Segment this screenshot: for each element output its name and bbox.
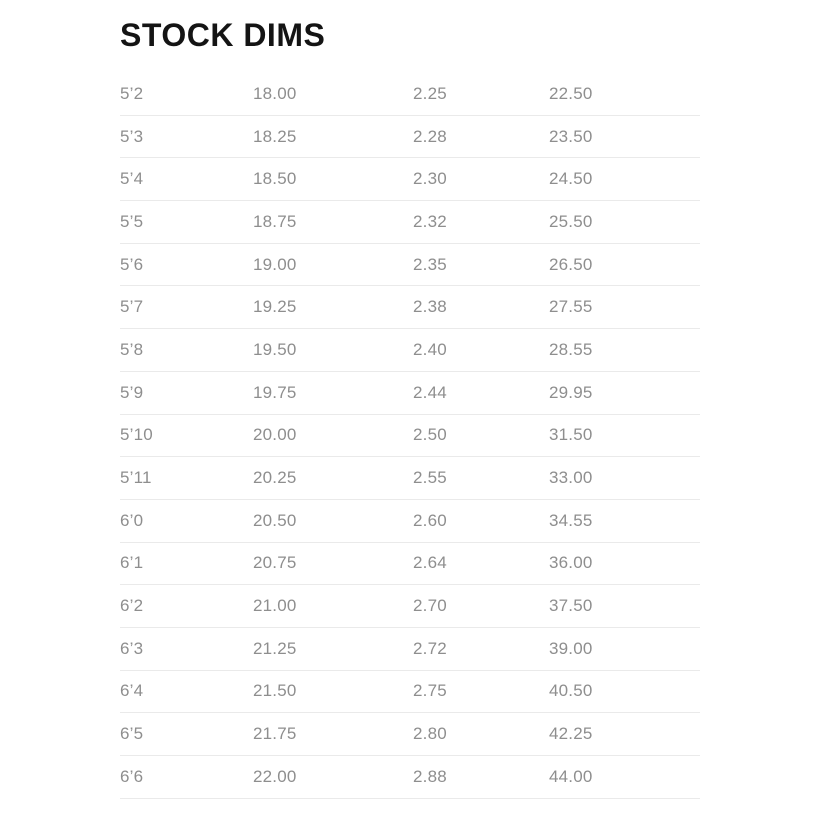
cell-thickness: 2.44 [413,382,447,402]
table-row: 5’11 20.25 2.55 33.00 [120,457,700,500]
cell-length: 6’2 [120,596,144,616]
cell-length: 6’0 [120,510,144,530]
cell-length: 6’4 [120,681,144,701]
cell-thickness: 2.72 [413,638,447,658]
cell-width: 20.25 [253,468,297,488]
cell-length: 5’2 [120,83,144,103]
table-row: 6’2 21.00 2.70 37.50 [120,585,700,628]
cell-thickness: 2.75 [413,681,447,701]
cell-width: 21.00 [253,596,297,616]
table-row: 5’6 19.00 2.35 26.50 [120,244,700,287]
page-title: STOCK DIMS [120,17,326,53]
table-row: 5’3 18.25 2.28 23.50 [120,116,700,159]
cell-volume: 28.55 [549,339,593,359]
cell-volume: 24.50 [549,169,593,189]
cell-length: 6’1 [120,553,144,573]
table-row: 6’3 21.25 2.72 39.00 [120,628,700,671]
cell-thickness: 2.30 [413,169,447,189]
table-row: 6’6 22.00 2.88 44.00 [120,756,700,799]
cell-width: 21.75 [253,724,297,744]
cell-length: 5’9 [120,382,144,402]
cell-volume: 31.50 [549,425,593,445]
cell-thickness: 2.64 [413,553,447,573]
cell-volume: 27.55 [549,297,593,317]
cell-width: 20.00 [253,425,297,445]
cell-length: 5’11 [120,468,152,488]
cell-width: 19.00 [253,254,297,274]
cell-width: 19.75 [253,382,297,402]
cell-width: 18.00 [253,83,297,103]
cell-width: 21.25 [253,638,297,658]
cell-volume: 22.50 [549,83,593,103]
cell-volume: 40.50 [549,681,593,701]
cell-thickness: 2.55 [413,468,447,488]
cell-thickness: 2.60 [413,510,447,530]
cell-width: 20.50 [253,510,297,530]
cell-length: 5’4 [120,169,144,189]
cell-volume: 26.50 [549,254,593,274]
cell-width: 18.75 [253,211,297,231]
cell-volume: 29.95 [549,382,593,402]
cell-volume: 36.00 [549,553,593,573]
cell-volume: 34.55 [549,510,593,530]
cell-width: 19.50 [253,339,297,359]
cell-volume: 44.00 [549,766,593,786]
cell-thickness: 2.50 [413,425,447,445]
table-row: 5’2 18.00 2.25 22.50 [120,73,700,116]
table-row: 6’4 21.50 2.75 40.50 [120,671,700,714]
cell-thickness: 2.70 [413,596,447,616]
cell-width: 21.50 [253,681,297,701]
cell-length: 5’6 [120,254,144,274]
table-row: 5’9 19.75 2.44 29.95 [120,372,700,415]
cell-length: 6’5 [120,724,144,744]
cell-width: 18.50 [253,169,297,189]
cell-volume: 42.25 [549,724,593,744]
cell-volume: 39.00 [549,638,593,658]
cell-thickness: 2.88 [413,766,447,786]
cell-volume: 33.00 [549,468,593,488]
cell-length: 5’3 [120,126,144,146]
table-row: 5’4 18.50 2.30 24.50 [120,158,700,202]
cell-thickness: 2.38 [413,297,447,317]
stock-dims-table: 5’2 18.00 2.25 22.50 5’3 18.25 2.28 23.5… [120,73,700,799]
cell-volume: 37.50 [549,596,593,616]
cell-thickness: 2.25 [413,83,447,103]
cell-length: 5’7 [120,297,144,317]
cell-length: 5’5 [120,211,144,231]
cell-width: 18.25 [253,126,297,146]
cell-thickness: 2.35 [413,254,447,274]
table-row: 5’10 20.00 2.50 31.50 [120,415,700,458]
cell-volume: 25.50 [549,211,593,231]
cell-thickness: 2.80 [413,724,447,744]
cell-width: 22.00 [253,766,297,786]
table-row: 5’7 19.25 2.38 27.55 [120,286,700,330]
cell-length: 6’3 [120,638,144,658]
cell-length: 5’8 [120,339,144,359]
cell-thickness: 2.40 [413,339,447,359]
cell-thickness: 2.28 [413,126,447,146]
cell-width: 19.25 [253,297,297,317]
cell-thickness: 2.32 [413,211,447,231]
table-row: 5’8 19.50 2.40 28.55 [120,329,700,372]
page: STOCK DIMS 5’2 18.00 2.25 22.50 5’3 18.2… [120,17,700,799]
cell-volume: 23.50 [549,126,593,146]
table-row: 6’0 20.50 2.60 34.55 [120,500,700,543]
table-row: 6’1 20.75 2.64 36.00 [120,543,700,586]
table-row: 6’5 21.75 2.80 42.25 [120,713,700,756]
cell-length: 6’6 [120,766,144,786]
cell-length: 5’10 [120,425,153,445]
cell-width: 20.75 [253,553,297,573]
table-row: 5’5 18.75 2.32 25.50 [120,201,700,244]
